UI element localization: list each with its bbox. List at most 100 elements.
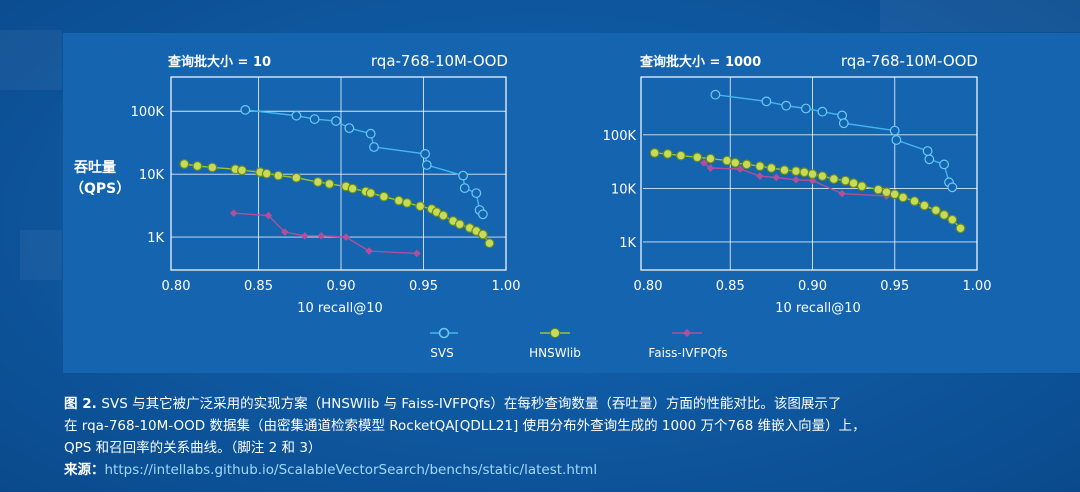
chart2-hnswlib-point — [919, 200, 930, 211]
chart1-grid — [171, 77, 506, 270]
source-link[interactable]: https://intellabs.github.io/ScalableVect… — [104, 462, 598, 478]
chart1-svs-point — [458, 170, 469, 181]
chart1-xlabel: 10 recall@10 — [297, 301, 383, 316]
chart2-hnswlib-point — [705, 153, 716, 164]
chart1-hnswlib-point — [273, 170, 284, 181]
chart2-xlabel: 10 recall@10 — [775, 301, 861, 316]
chart1-faiss-point — [281, 228, 289, 236]
chart1-faiss-line — [233, 212, 417, 255]
chart2-hnswlib-point — [829, 174, 839, 184]
chart2-y-tick-label: 10K — [611, 182, 637, 197]
chart1-hnswlib-point — [415, 201, 426, 212]
chart2-y-tick-label: 100K — [603, 129, 637, 144]
chart2-series — [649, 89, 966, 234]
chart1-hnswlib-point — [179, 159, 190, 169]
chart2-svs-point — [801, 103, 811, 114]
chart2-faiss-point — [756, 172, 764, 180]
chart2-hnswlib-point — [799, 167, 810, 178]
chart1-hnswlib-point — [438, 210, 449, 221]
chart2-svs-point — [781, 100, 792, 111]
chart1-series — [179, 104, 495, 258]
chart2-svs-point — [838, 118, 849, 129]
chart1-batch-label: 查询批大小 = 10 — [167, 54, 271, 70]
chart2-hnswlib-point — [857, 181, 867, 192]
chart1-title: rqa-768-10M-OOD — [371, 52, 508, 70]
chart1-faiss-point — [229, 209, 238, 217]
legend-item-svs: SVS — [430, 327, 458, 360]
chart1-ylabel-line2: （QPS） — [70, 181, 130, 197]
chart2-hnswlib-point — [692, 152, 703, 163]
chart2-hnswlib-point — [931, 205, 941, 216]
chart1-x-tick-label: 1.00 — [492, 279, 521, 294]
chart1-svs-point — [459, 183, 470, 194]
figure-number: 图 2. — [64, 396, 102, 412]
chart2-faiss-point — [736, 165, 744, 173]
chart1-hnswlib-point — [207, 162, 218, 173]
caption-line-3: QPS 和召回率的关系曲线。（脚注 2 和 3） — [64, 440, 322, 456]
chart2-hnswlib-point — [662, 148, 673, 159]
chart2-hnswlib-point — [939, 209, 949, 220]
chart2-svs-point — [939, 159, 949, 170]
chart1-hnswlib-point — [192, 161, 203, 171]
chart1-svs-point — [240, 104, 251, 115]
chart1-y-tick-label: 100K — [131, 105, 165, 120]
chart2-hnswlib-point — [766, 163, 777, 173]
chart2-hnswlib-point — [791, 166, 801, 177]
chart2-title: rqa-768-10M-OOD — [841, 52, 978, 70]
chart1-plot-frame — [170, 76, 507, 271]
chart2-y-tick-label: 1K — [619, 236, 636, 251]
chart1-faiss-point — [264, 211, 273, 220]
chart2-svs-point — [924, 154, 935, 165]
source-label: 来源： — [64, 462, 105, 478]
chart2-hnswlib-point — [722, 155, 732, 166]
chart2-hnswlib-point — [741, 159, 752, 170]
legend-svs-label: SVS — [430, 346, 453, 360]
chart1-ylabel-line1: 吞吐量 — [74, 160, 116, 176]
chart1-svs-point — [471, 188, 482, 199]
chart2-faiss-point — [772, 173, 781, 182]
chart1-hnswlib-point — [291, 172, 302, 183]
chart2-hnswlib-point — [955, 223, 966, 234]
chart1-hnswlib-point — [261, 168, 272, 179]
chart2-svs-point — [710, 89, 721, 100]
chart2-hnswlib-point — [873, 184, 884, 195]
chart2-x-tick-label: 0.80 — [634, 279, 663, 294]
chart1-faiss-point — [365, 247, 373, 255]
caption: 图 2. SVS 与其它被广泛采用的实现方案（HNSWlib 与 Faiss-I… — [64, 393, 1054, 481]
chart1-svs-point — [365, 128, 376, 139]
chart2-tick-labels: 0.80 0.85 0.90 0.95 1.00 1K 10K 100K — [603, 129, 992, 294]
chart2-hnswlib-point — [817, 171, 828, 182]
chart1-hnswlib-point — [478, 229, 488, 240]
legend-item-hnswlib: HNSWlib — [529, 328, 581, 360]
legend-hnswlib-label: HNSWlib — [529, 346, 581, 360]
chart1-svs-point — [478, 209, 488, 220]
chart1-svs-point — [309, 114, 320, 124]
chart2-x-tick-label: 0.90 — [798, 279, 827, 294]
chart1-faiss-point — [317, 231, 325, 240]
chart1-x-tick-label: 0.95 — [409, 279, 438, 294]
chart2-svs-point — [837, 110, 847, 121]
chart2-hnswlib-point — [848, 178, 859, 189]
chart2-faiss-point — [838, 189, 846, 198]
chart2-x-tick-label: 0.85 — [716, 279, 745, 294]
chart1-hnswlib-point — [454, 219, 465, 230]
chart1-faiss-point — [300, 231, 309, 240]
chart2-hnswlib-point — [947, 214, 958, 225]
chart2-faiss-point — [792, 175, 800, 184]
chart2-hnswlib-point — [840, 175, 851, 186]
chart1-svs-point — [420, 148, 431, 159]
chart1-y-tick-label: 10K — [139, 168, 165, 183]
background-block — [880, 0, 1080, 32]
chart2-hnswlib-point — [807, 169, 818, 180]
chart2-hnswlib-point — [898, 192, 908, 203]
legend-svs-marker — [438, 327, 450, 339]
chart1-faiss-point — [413, 249, 421, 258]
chart2-hnswlib-point — [889, 189, 900, 200]
caption-line-2: 在 rqa-768-10M-OOD 数据集（由密集通道检索模型 RocketQA… — [64, 418, 866, 434]
chart2-svs-point — [761, 96, 772, 107]
chart1-hnswlib-point — [324, 178, 335, 189]
background-block — [0, 30, 62, 90]
chart1-hnswlib-point — [402, 197, 412, 208]
charts-area: 0.80 0.85 0.90 0.95 1.00 1K 10K 100K 查询批大小 = 10… — [70, 52, 992, 360]
